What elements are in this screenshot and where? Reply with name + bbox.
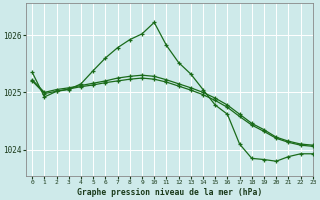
X-axis label: Graphe pression niveau de la mer (hPa): Graphe pression niveau de la mer (hPa) — [77, 188, 262, 197]
